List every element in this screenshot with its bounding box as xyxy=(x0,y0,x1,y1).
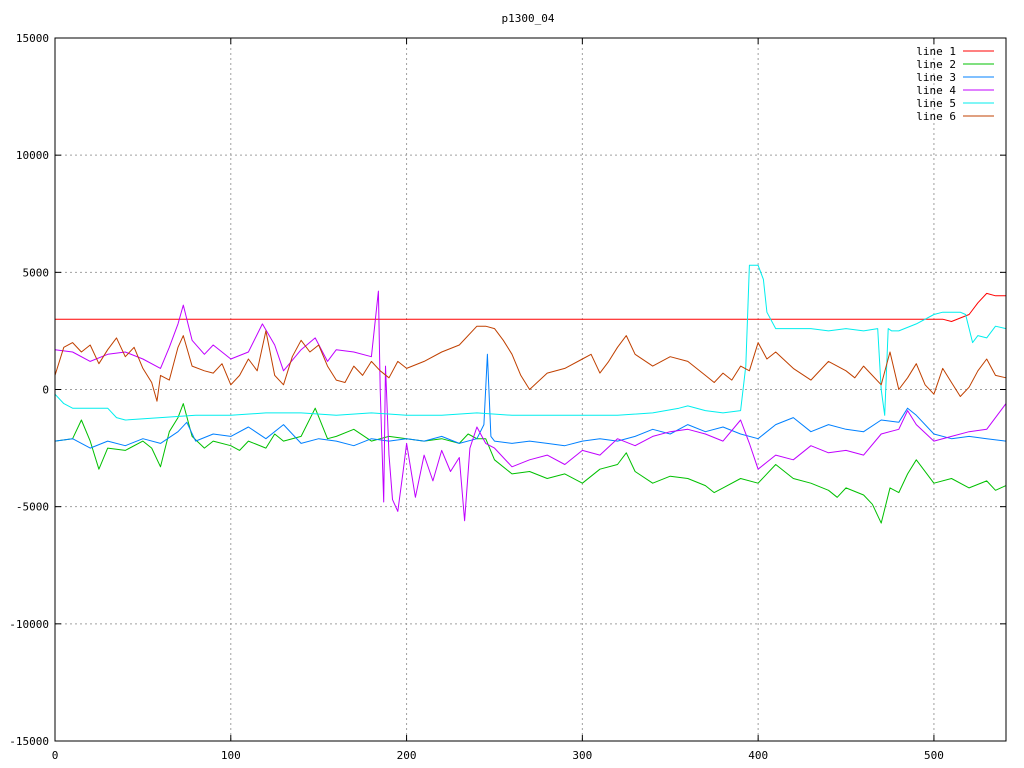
legend-label: line 4 xyxy=(916,84,956,97)
axis-ticks: -15000 -10000 -5000 0 5000 10000 15000 0 100 200 3… xyxy=(9,32,1006,762)
legend-label: line 3 xyxy=(916,71,956,84)
x-tick-label: 100 xyxy=(221,749,241,762)
legend-label: line 5 xyxy=(916,97,956,110)
x-tick-label: 500 xyxy=(924,749,944,762)
x-tick-label: 400 xyxy=(748,749,768,762)
y-tick-label: -10000 xyxy=(9,618,49,631)
series-line-5 xyxy=(54,264,1007,421)
x-tick-label: 0 xyxy=(52,749,59,762)
y-tick-label: 10000 xyxy=(16,149,49,162)
y-tick-label: 0 xyxy=(42,384,49,397)
x-tick-label: 200 xyxy=(397,749,417,762)
chart-title: p1300_04 xyxy=(502,12,555,25)
legend-label: line 1 xyxy=(916,45,956,58)
series-line-4 xyxy=(54,290,1007,522)
y-tick-label: -15000 xyxy=(9,735,49,748)
x-tick-label: 300 xyxy=(572,749,592,762)
series-line-1 xyxy=(55,292,1006,322)
y-tick-label: 5000 xyxy=(23,266,50,279)
grid-lines xyxy=(55,38,1006,741)
series-line-3 xyxy=(54,353,1007,449)
y-tick-label: 15000 xyxy=(16,32,49,45)
legend-label: line 6 xyxy=(916,110,956,123)
y-tick-label: -5000 xyxy=(16,501,49,514)
legend-label: line 2 xyxy=(916,58,956,71)
series-line-6 xyxy=(54,325,1007,402)
series-layer xyxy=(54,264,1007,524)
series-line-2 xyxy=(54,403,1007,524)
